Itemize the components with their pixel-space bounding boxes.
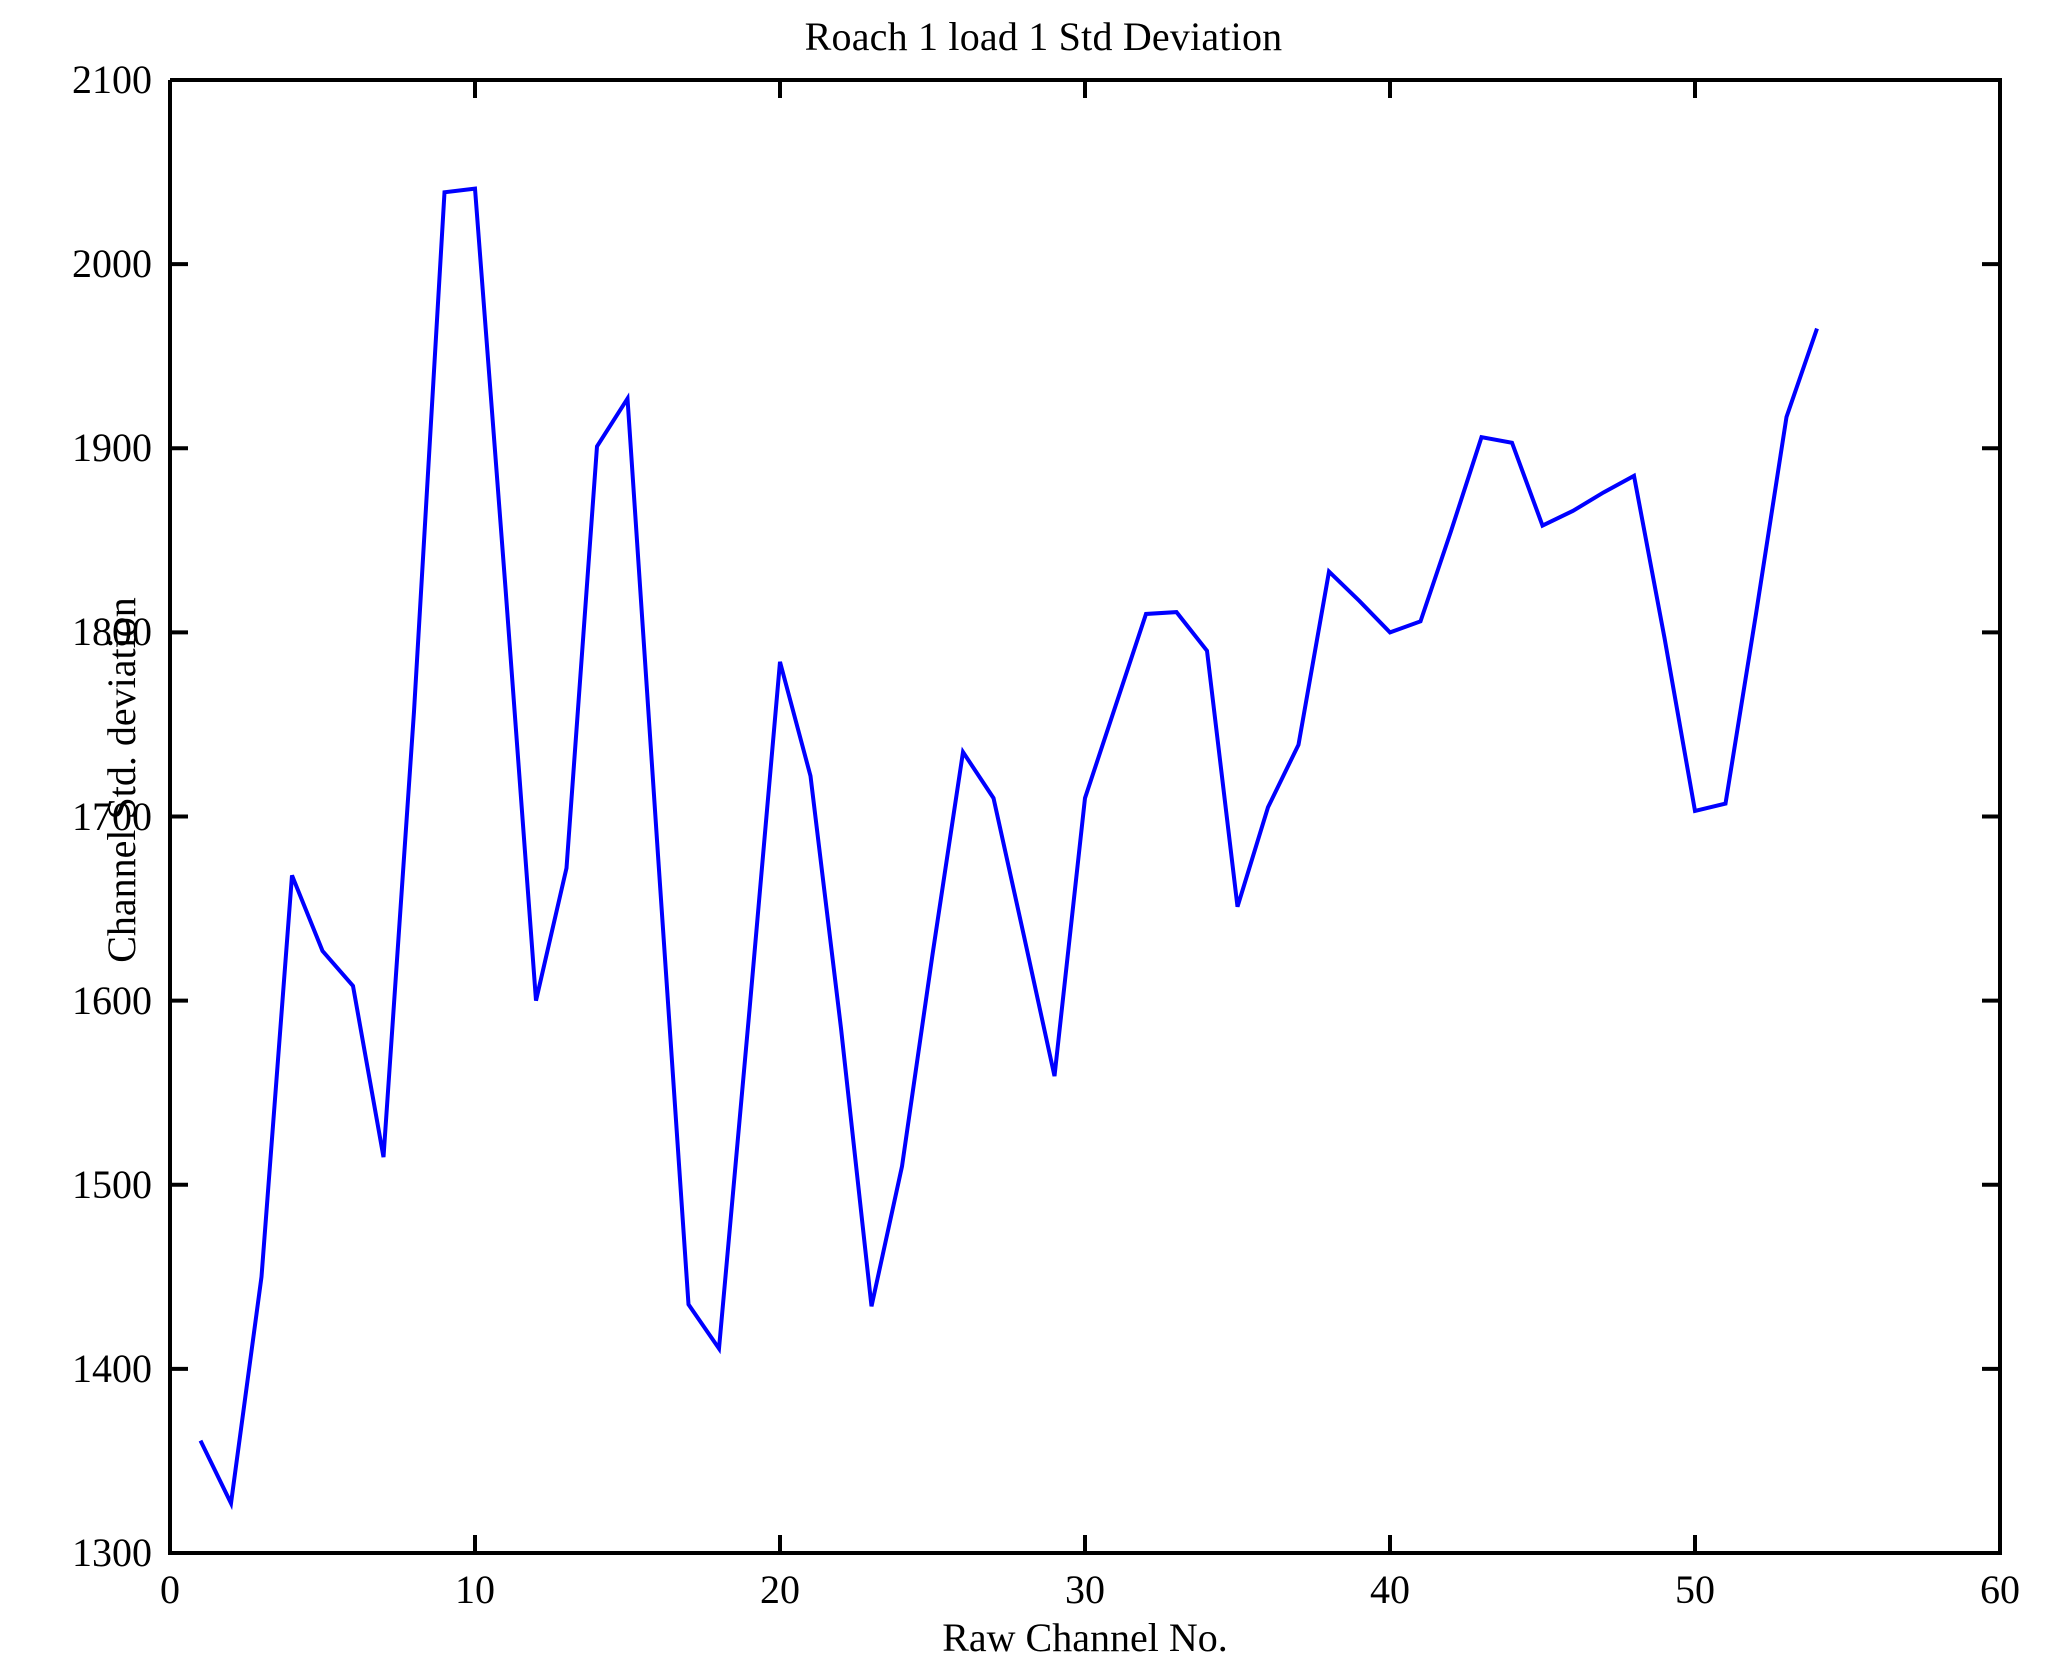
data-series-line bbox=[198, 186, 1819, 1511]
x-tick-label: 0 bbox=[160, 1567, 180, 1612]
y-tick-label: 1400 bbox=[72, 1345, 152, 1391]
axes-frame bbox=[168, 78, 2002, 1555]
y-tick-label: 2000 bbox=[72, 241, 152, 287]
y-tick-label: 1300 bbox=[72, 1530, 152, 1575]
x-tick-label: 10 bbox=[455, 1567, 495, 1612]
page-title: Roach 1 load 1 Std Deviation bbox=[804, 14, 1283, 59]
y-tick-label: 1600 bbox=[72, 977, 152, 1023]
x-tick-label: 60 bbox=[1980, 1567, 2020, 1612]
y-axis-label: Channel Std. deviation bbox=[99, 597, 144, 963]
y-tick-label: 1800 bbox=[72, 609, 152, 655]
y-tick-label: 1900 bbox=[72, 425, 152, 471]
x-axis-label: Raw Channel No. bbox=[942, 1615, 1228, 1660]
x-tick-label: 30 bbox=[1065, 1567, 1105, 1612]
x-tick-label: 40 bbox=[1370, 1567, 1410, 1612]
y-tick-label: 1700 bbox=[72, 793, 152, 839]
y-tick-label: 2100 bbox=[72, 57, 152, 102]
x-axis-ticks bbox=[168, 80, 2002, 1553]
x-tick-label: 20 bbox=[760, 1567, 800, 1612]
x-tick-label: 50 bbox=[1675, 1567, 1715, 1612]
y-tick-label: 1500 bbox=[72, 1161, 152, 1207]
y-axis-ticks bbox=[170, 78, 2000, 1555]
